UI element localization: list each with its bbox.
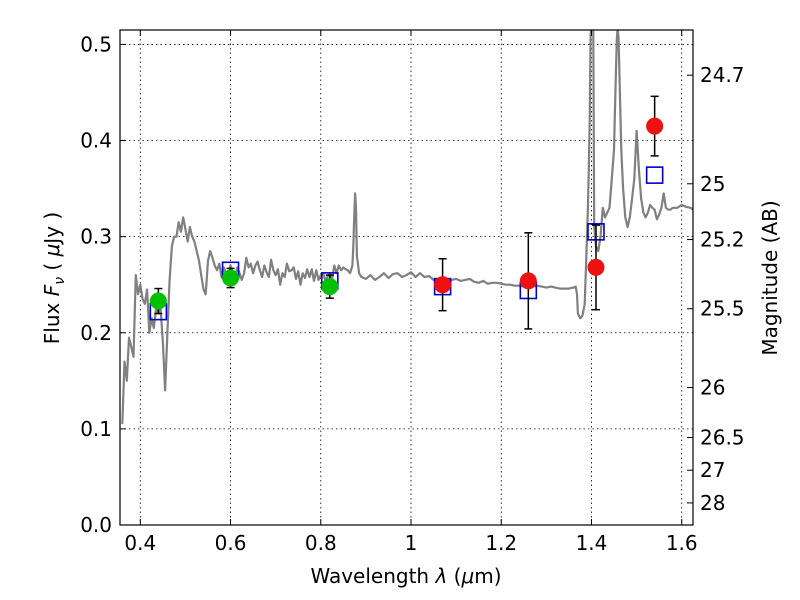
y-tick-label-5: 0.5 [80, 32, 112, 56]
x-tick-label-2: 0.8 [305, 531, 337, 555]
data-point-2-1 [222, 269, 240, 287]
y2-tick-label-3: 25.5 [700, 297, 745, 321]
x-tick-label-1: 0.6 [215, 531, 247, 555]
x-tick-label-6: 1.6 [666, 531, 698, 555]
x-axis-label: Wavelength λ (μm) [310, 564, 501, 588]
x-tick-label-4: 1.2 [485, 531, 517, 555]
y-tick-label-3: 0.3 [80, 225, 112, 249]
ticks: 0.4 0.6 0.8 1 1.2 1.4 1.6 0.0 0.1 0.2 0.3 0.4 0.5 24.… [80, 30, 745, 555]
data-point-3-0 [434, 276, 452, 294]
y2-tick-label-2: 25.2 [700, 228, 745, 252]
y-tick-label-4: 0.4 [80, 129, 112, 153]
x-tick-label-5: 1.4 [576, 531, 608, 555]
y2-tick-label-1: 25 [700, 172, 725, 196]
data-point-3-1 [519, 272, 537, 290]
spectrum-line [121, 30, 693, 425]
y-tick-label-2: 0.2 [80, 321, 112, 345]
x-tick-label-0: 0.4 [124, 531, 156, 555]
data-point-3-3 [646, 117, 664, 135]
y2-tick-label-5: 26.5 [700, 426, 745, 450]
y-axis-label: Flux Fν ( μJy ) [40, 212, 68, 344]
plot-area [121, 30, 693, 425]
axes-frame [119, 29, 694, 526]
y-tick-label-1: 0.1 [80, 417, 112, 441]
y2-tick-label-6: 27 [700, 458, 725, 482]
model-square-6 [645, 166, 664, 184]
y2-tick-label-4: 26 [700, 376, 725, 400]
y2-axis-label: Magnitude (AB) [758, 200, 782, 355]
data-point-3-2 [587, 258, 605, 276]
y2-tick-label-0: 24.7 [700, 63, 745, 87]
data-point-2-2 [321, 278, 339, 296]
x-tick-label-3: 1 [405, 531, 418, 555]
y2-tick-label-7: 28 [700, 491, 725, 515]
y-tick-label-0: 0.0 [80, 513, 112, 537]
data-point-2-0 [149, 292, 167, 310]
